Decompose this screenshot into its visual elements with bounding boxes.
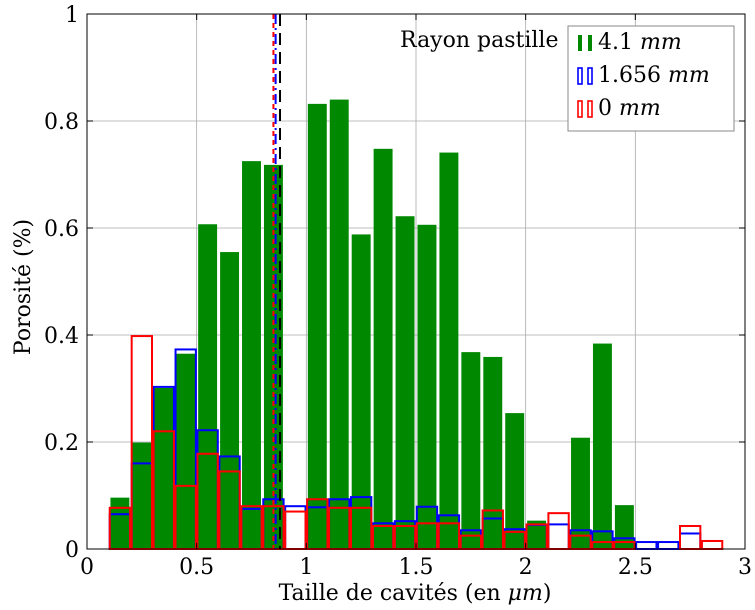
bar [461,352,481,549]
legend-label: 0 mm [598,96,661,121]
x-axis-label: Taille de cavités (en μm) [279,581,552,606]
y-tick-label: 0.2 [44,431,79,456]
y-tick-label: 0.4 [44,324,79,349]
bar [110,497,130,549]
bar [527,520,547,549]
x-tick-label: 2 [519,555,533,580]
x-tick-label: 0.5 [179,555,214,580]
bar [395,216,415,550]
tick-labels: 0 0.5 1 1.5 2 2.5 3 0 0.2 0.4 0.6 0.8 1 [44,3,752,580]
bars [108,99,724,551]
x-tick-label: 2.5 [618,555,653,580]
x-tick-label: 3 [738,555,752,580]
legend-title: Rayon pastille [400,28,558,53]
series-0 [110,99,634,550]
x-tick-label: 1 [299,555,313,580]
x-tick-label: 0 [80,555,94,580]
y-tick-label: 1 [65,3,79,28]
y-tick-label: 0 [65,538,79,563]
bar [439,152,459,549]
bar [220,252,240,549]
legend-items: 4.1 mm 1.656 mm 0 mm [577,30,710,121]
bar [373,148,393,549]
bar [329,99,349,549]
legend-swatch [577,100,593,118]
mean-lines [272,14,282,549]
legend-swatch [578,35,592,51]
bar [242,161,261,549]
bar [198,224,218,549]
bar [176,353,196,549]
axis-ticks [86,13,746,550]
bar [132,442,152,549]
bar [571,437,590,549]
bar [351,234,371,550]
bar [483,356,503,549]
bar [307,103,327,549]
y-axis-label: Porosité (%) [11,219,36,355]
y-tick-label: 0.6 [44,217,79,242]
bar [417,224,437,550]
y-tick-label: 0.8 [44,110,79,135]
legend-box [567,25,735,132]
legend-swatch [577,67,593,85]
legend-label: 4.1 mm [598,30,682,55]
legend: Rayon pastille 4.1 mm 1.656 mm 0 mm [400,25,735,132]
legend-label: 1.656 mm [598,63,710,88]
bar [154,387,174,549]
bar [505,413,525,549]
x-tick-label: 1.5 [399,555,434,580]
bar [592,343,612,549]
